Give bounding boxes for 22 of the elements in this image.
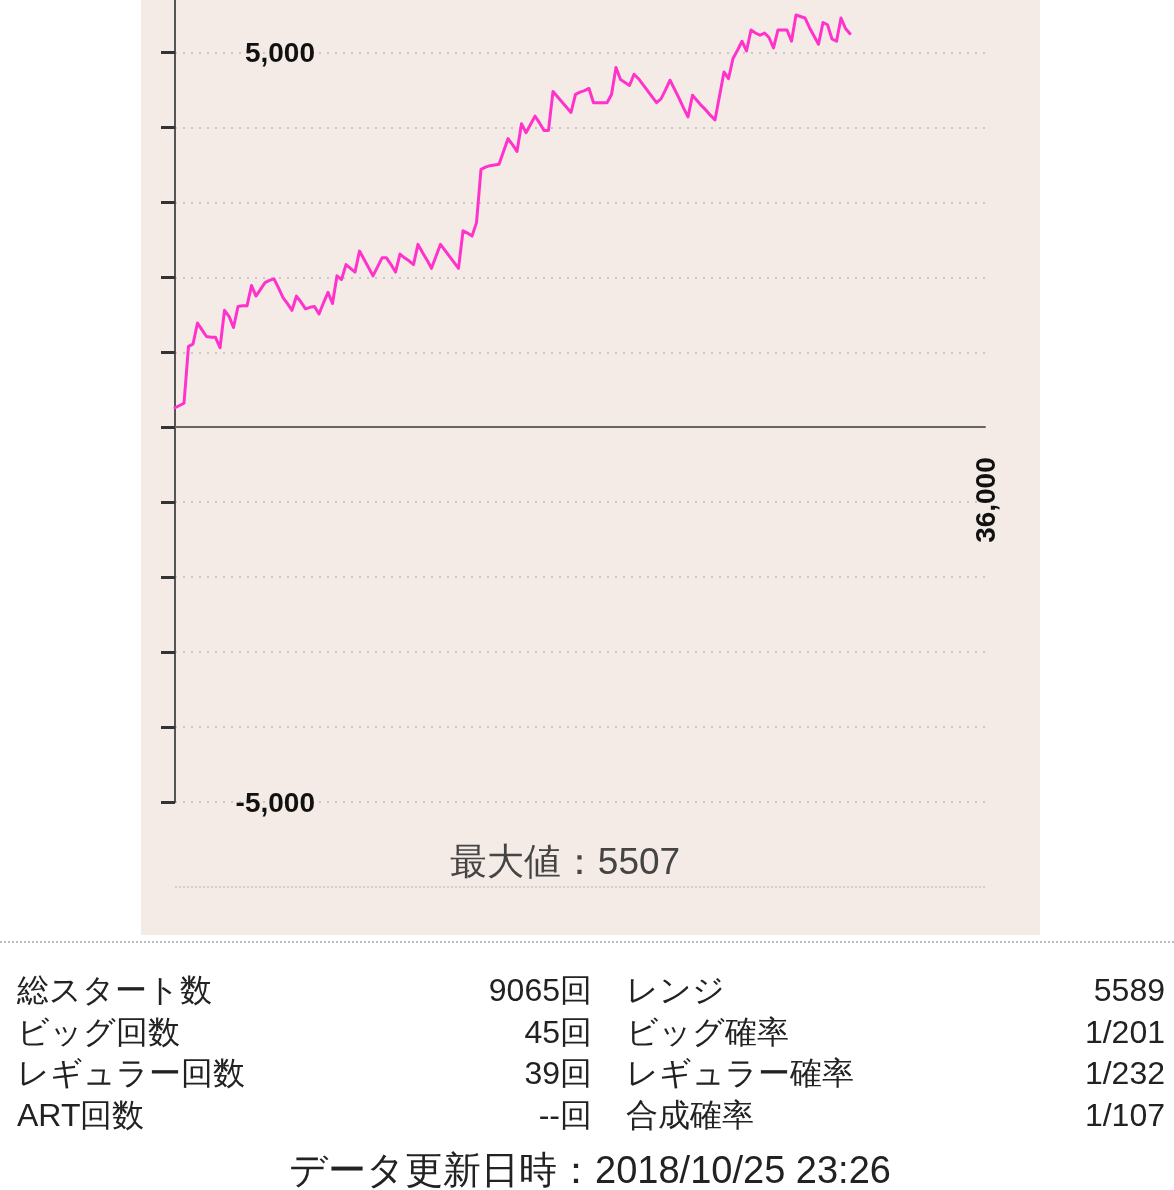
y-tick-label: -5,000: [235, 786, 315, 818]
text: 1/232: [1084, 1054, 1165, 1094]
text: 9065回: [488, 971, 592, 1010]
text: 最大値：5507: [448, 841, 682, 883]
text: 合成確率: [626, 1096, 754, 1136]
text: ビッグ回数: [17, 1012, 180, 1052]
text: レギュラー確率: [626, 1054, 854, 1094]
text: 総スタート数: [17, 971, 212, 1010]
text: 1/201: [1084, 1012, 1165, 1052]
text: レンジ: [626, 971, 725, 1010]
text: 5589: [1093, 971, 1165, 1010]
text: レギュラー回数: [17, 1054, 245, 1094]
text: ビッグ確率: [626, 1012, 789, 1052]
text: データ更新日時：2018/10/25 23:26: [288, 1149, 892, 1190]
annotation: 36,000: [969, 457, 1001, 543]
text: 39回: [524, 1054, 592, 1094]
text: 1/107: [1084, 1096, 1165, 1136]
text: ART回数: [17, 1096, 145, 1136]
line-series: [173, 13, 852, 410]
text: --回: [538, 1096, 592, 1136]
y-tick-label: 5,000: [244, 36, 315, 68]
text: 45回: [524, 1012, 592, 1052]
